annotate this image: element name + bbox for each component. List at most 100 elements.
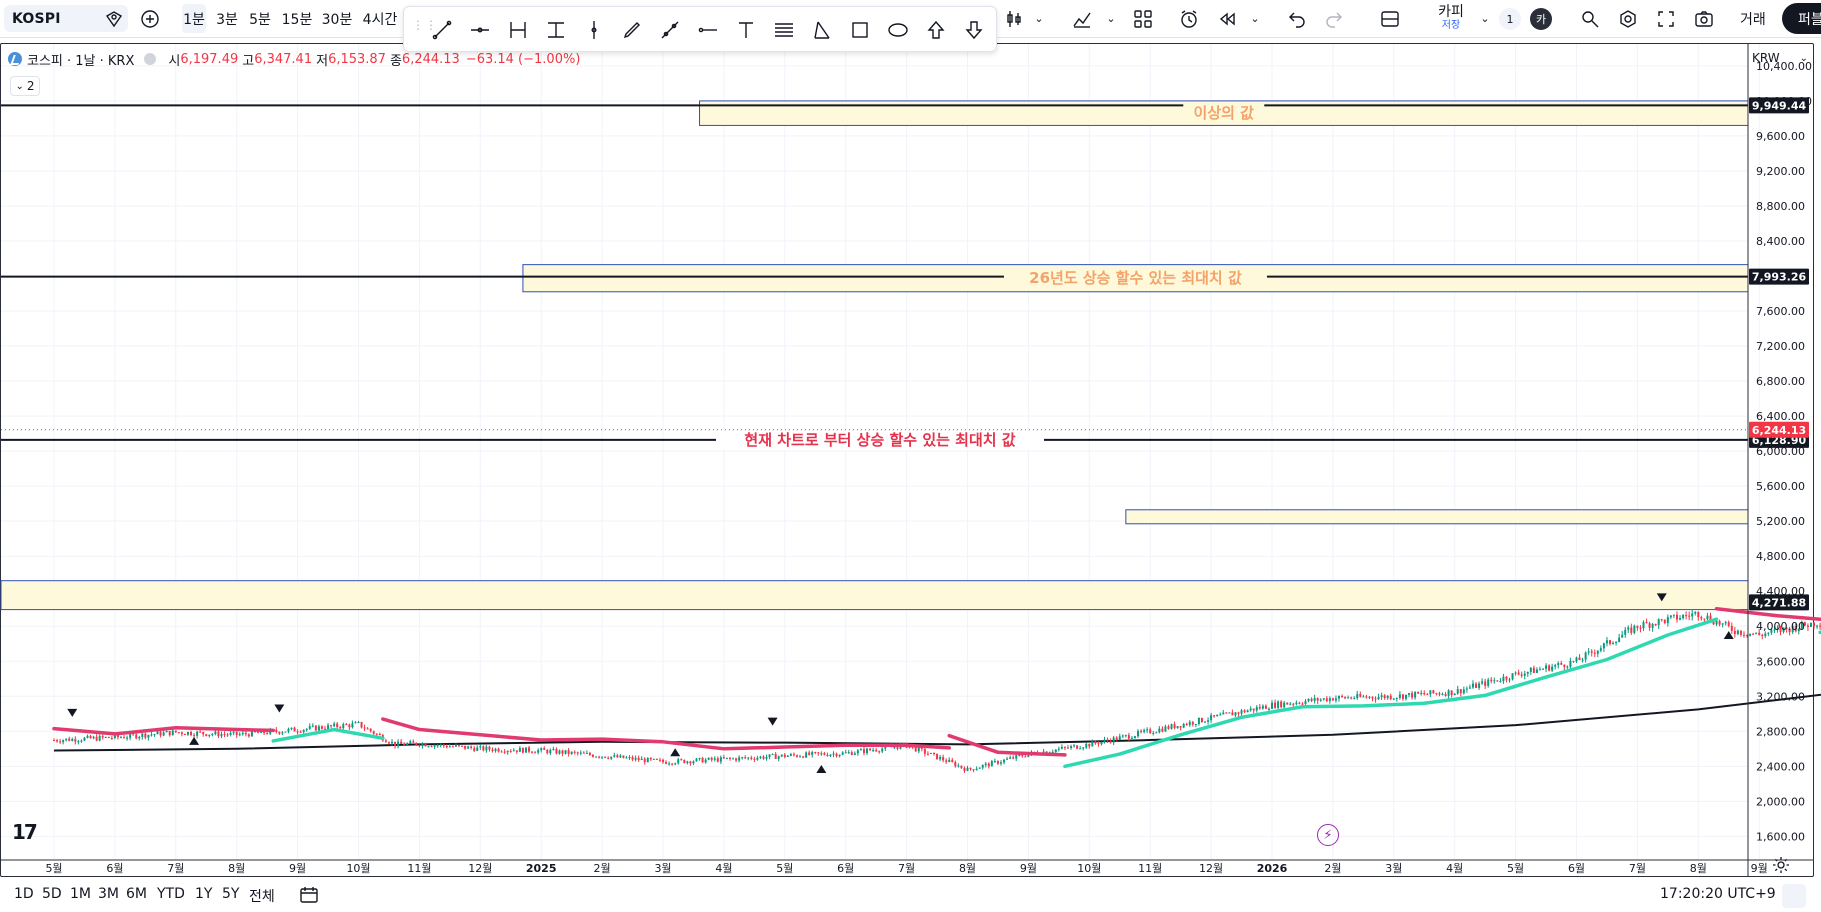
maximize-panel-button[interactable] — [1782, 884, 1806, 908]
pitchfork-icon[interactable] — [808, 16, 836, 44]
candle-body — [1447, 690, 1450, 696]
ellipse-icon[interactable] — [884, 16, 912, 44]
candle-type-icon[interactable] — [1002, 0, 1026, 37]
candle-body — [601, 756, 604, 758]
candle-body — [1173, 724, 1176, 729]
arrow-up-icon[interactable] — [922, 16, 950, 44]
trade-button[interactable]: 거래 — [1740, 11, 1766, 28]
redo-icon[interactable] — [1322, 0, 1346, 37]
layout-name[interactable]: 카피 저장 — [1425, 4, 1477, 32]
range-1d[interactable]: 1D — [14, 886, 34, 902]
publish-button[interactable]: 퍼블 — [1782, 3, 1821, 34]
chevron-down-icon[interactable]: ⌄ — [1034, 12, 1044, 25]
chevron-down-icon[interactable]: ⌄ — [1250, 12, 1260, 25]
add-symbol-icon[interactable] — [138, 0, 162, 37]
collapse-indicators-button[interactable]: ⌄ 2 — [10, 76, 40, 96]
compare-symbol-icon[interactable] — [103, 0, 125, 37]
arrow-down-icon[interactable] — [960, 16, 988, 44]
candle-body — [430, 746, 433, 748]
currency-selector[interactable]: KRW ⌄ — [1752, 49, 1808, 67]
symbol-search[interactable]: KOSPI — [4, 5, 128, 32]
range-3m[interactable]: 3M — [98, 886, 119, 902]
candle-body — [1596, 650, 1599, 654]
price-tick-label: 7,200.00 — [1756, 340, 1805, 353]
candle-body — [637, 757, 640, 761]
candle-body — [1816, 625, 1819, 627]
candle-body — [1249, 708, 1252, 711]
fib-retracement-icon[interactable] — [770, 16, 798, 44]
range-5d[interactable]: 5D — [42, 886, 62, 902]
interval-1m[interactable]: 1분 — [182, 4, 206, 33]
candle-body — [1819, 625, 1821, 627]
count-badge[interactable]: 1 — [1499, 8, 1521, 30]
candle-body — [503, 751, 506, 753]
price-tick-label: 4,800.00 — [1756, 550, 1805, 563]
gear-icon[interactable] — [1771, 855, 1791, 875]
camera-icon[interactable] — [1692, 0, 1716, 37]
candle-body — [436, 745, 439, 747]
interval-5m[interactable]: 5분 — [249, 11, 271, 28]
price-range-icon[interactable] — [542, 16, 570, 44]
candle-body — [1414, 691, 1417, 698]
buy-signal-marker — [816, 764, 827, 773]
rectangle-icon[interactable] — [846, 16, 874, 44]
interval-3m[interactable]: 3분 — [216, 11, 238, 28]
chevron-down-icon: ⌄ — [15, 80, 24, 92]
indicators-icon[interactable] — [1070, 0, 1094, 37]
range-all[interactable]: 전체 — [249, 889, 275, 905]
gear-icon[interactable] — [1616, 0, 1640, 37]
trend-line-icon[interactable] — [428, 16, 456, 44]
range-1y[interactable]: 1Y — [195, 886, 213, 902]
text-icon[interactable] — [732, 16, 760, 44]
candle-body — [1417, 691, 1420, 694]
chevron-down-icon[interactable]: ⌄ — [1106, 12, 1116, 25]
interval-30m[interactable]: 30분 — [321, 11, 353, 28]
candle-body — [150, 734, 153, 736]
horizontal-ray-icon[interactable] — [466, 16, 494, 44]
interval-15m[interactable]: 15분 — [281, 11, 313, 28]
candle-body — [668, 763, 671, 765]
arrow-marker-icon[interactable] — [656, 16, 684, 44]
candle-body — [1371, 696, 1374, 699]
chart-legend: 코스피 · 1날 · KRX 시 6,197.49 고 6,347.41 저 6,15… — [8, 50, 580, 69]
vertical-line-icon[interactable] — [580, 16, 608, 44]
date-range-icon[interactable] — [504, 16, 532, 44]
templates-icon[interactable] — [1131, 0, 1155, 37]
candle-body — [1788, 628, 1791, 633]
candle-body — [1465, 688, 1468, 690]
lightning-icon[interactable]: ⚡ — [1317, 824, 1339, 846]
replay-icon[interactable] — [1215, 0, 1239, 37]
search-icon[interactable] — [1578, 0, 1602, 37]
range-6m[interactable]: 6M — [126, 886, 147, 902]
candle-body — [59, 741, 62, 743]
horizontal-line-icon[interactable] — [694, 16, 722, 44]
clock[interactable]: 17:20:20 UTC+9 — [1660, 886, 1776, 902]
alert-icon[interactable] — [1177, 0, 1201, 37]
candle-body — [126, 737, 129, 739]
brush-icon[interactable] — [618, 16, 646, 44]
legend-title[interactable]: 코스피 · 1날 · KRX — [27, 53, 135, 69]
candle-body — [1277, 701, 1280, 708]
undo-icon[interactable] — [1285, 0, 1309, 37]
candle-body — [792, 754, 795, 756]
layout-icon[interactable] — [1378, 0, 1402, 37]
fullscreen-icon[interactable] — [1654, 0, 1678, 37]
candle-body — [1207, 720, 1210, 722]
candle-body — [147, 734, 150, 738]
range-5y[interactable]: 5Y — [222, 886, 240, 902]
drag-handle-icon[interactable]: ⋮⋮ — [412, 18, 438, 32]
candle-body — [1197, 717, 1200, 724]
candle-body — [878, 751, 881, 753]
candle-body — [74, 738, 77, 742]
avatar[interactable]: 카 — [1530, 8, 1552, 30]
range-1m[interactable]: 1M — [70, 886, 91, 902]
calendar-icon[interactable] — [298, 884, 320, 906]
candle-body — [482, 746, 485, 751]
candle-body — [1800, 622, 1803, 629]
chevron-down-icon[interactable]: ⌄ — [1480, 12, 1490, 25]
range-ytd[interactable]: YTD — [157, 886, 185, 902]
interval-4h[interactable]: 4시간 — [362, 11, 398, 28]
candle-body — [1523, 673, 1526, 676]
current-price-tag: 6,244.13 — [1752, 424, 1806, 437]
